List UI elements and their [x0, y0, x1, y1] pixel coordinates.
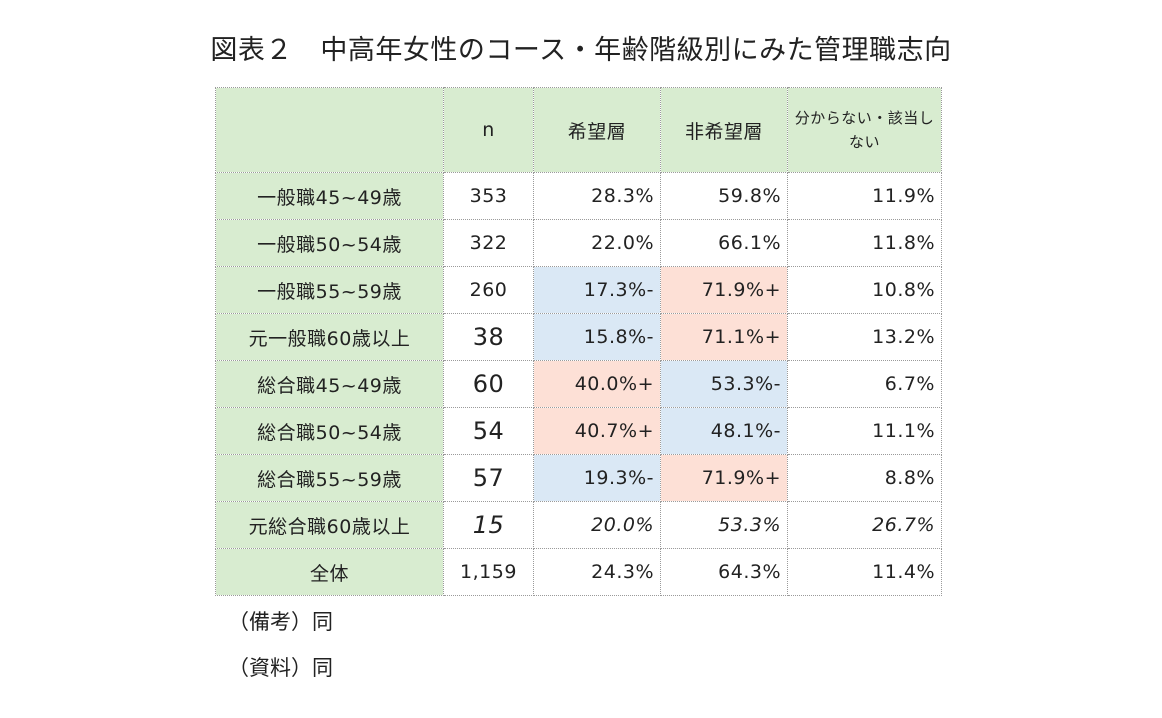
cell-no-hope: 71.9%+: [660, 266, 788, 314]
row-label: 元一般職60歳以上: [215, 313, 444, 361]
cell-no-hope: 71.1%+: [660, 313, 788, 361]
remarks-note: （備考）同: [228, 610, 333, 634]
cell-n: 322: [443, 219, 534, 267]
row-label: 総合職50~54歳: [215, 407, 444, 455]
cell-no-hope: 59.8%: [660, 172, 788, 220]
cell-hope: 20.0%: [533, 501, 661, 549]
row-label: 総合職55~59歳: [215, 454, 444, 502]
cell-unknown: 13.2%: [787, 313, 942, 361]
table-row: 総合職50~54歳 54 40.7%+ 48.1%- 11.1%: [215, 407, 942, 455]
row-label: 一般職50~54歳: [215, 219, 444, 267]
cell-no-hope: 71.9%+: [660, 454, 788, 502]
cell-n: 353: [443, 172, 534, 220]
cell-hope: 15.8%-: [533, 313, 661, 361]
cell-n: 260: [443, 266, 534, 314]
cell-no-hope: 66.1%: [660, 219, 788, 267]
cell-n: 57: [443, 454, 534, 502]
table-row: 元一般職60歳以上 38 15.8%- 71.1%+ 13.2%: [215, 313, 942, 361]
source-note: （資料）同: [228, 656, 333, 680]
cell-hope: 24.3%: [533, 548, 661, 596]
data-table: n 希望層 非希望層 分からない・該当しない 一般職45~49歳 353 28.3%…: [215, 87, 942, 596]
cell-hope: 19.3%-: [533, 454, 661, 502]
cell-unknown: 26.7%: [787, 501, 942, 549]
cell-no-hope: 53.3%: [660, 501, 788, 549]
cell-hope: 28.3%: [533, 172, 661, 220]
cell-unknown: 11.8%: [787, 219, 942, 267]
table-row: 一般職50~54歳 322 22.0% 66.1% 11.8%: [215, 219, 942, 267]
cell-n: 1,159: [443, 548, 534, 596]
cell-unknown: 11.9%: [787, 172, 942, 220]
cell-hope: 17.3%-: [533, 266, 661, 314]
cell-hope: 22.0%: [533, 219, 661, 267]
cell-n: 38: [443, 313, 534, 361]
table-row: 元総合職60歳以上 15 20.0% 53.3% 26.7%: [215, 501, 942, 549]
cell-no-hope: 53.3%-: [660, 360, 788, 408]
row-label: 全体: [215, 548, 444, 596]
row-label: 一般職55~59歳: [215, 266, 444, 314]
cell-no-hope: 64.3%: [660, 548, 788, 596]
cell-n: 15: [443, 501, 534, 549]
cell-unknown: 10.8%: [787, 266, 942, 314]
column-header-unknown: 分からない・該当しない: [787, 87, 942, 173]
cell-n: 54: [443, 407, 534, 455]
cell-n: 60: [443, 360, 534, 408]
cell-hope: 40.7%+: [533, 407, 661, 455]
chart-title: 図表２ 中高年女性のコース・年齢階級別にみた管理職志向: [210, 35, 952, 66]
cell-hope: 40.0%+: [533, 360, 661, 408]
cell-unknown: 11.1%: [787, 407, 942, 455]
column-header-no-hope: 非希望層: [660, 87, 788, 173]
table-row: 総合職55~59歳 57 19.3%- 71.9%+ 8.8%: [215, 454, 942, 502]
column-header-hope: 希望層: [533, 87, 661, 173]
table-row: 一般職55~59歳 260 17.3%- 71.9%+ 10.8%: [215, 266, 942, 314]
cell-no-hope: 48.1%-: [660, 407, 788, 455]
cell-unknown: 8.8%: [787, 454, 942, 502]
cell-unknown: 6.7%: [787, 360, 942, 408]
table-row: 全体 1,159 24.3% 64.3% 11.4%: [215, 548, 942, 596]
column-header-blank: [215, 87, 444, 173]
table-row: 一般職45~49歳 353 28.3% 59.8% 11.9%: [215, 172, 942, 220]
column-header-n: n: [443, 87, 534, 173]
cell-unknown: 11.4%: [787, 548, 942, 596]
row-label: 一般職45~49歳: [215, 172, 444, 220]
row-label: 元総合職60歳以上: [215, 501, 444, 549]
table-header-row: n 希望層 非希望層 分からない・該当しない: [215, 87, 942, 173]
row-label: 総合職45~49歳: [215, 360, 444, 408]
table-row: 総合職45~49歳 60 40.0%+ 53.3%- 6.7%: [215, 360, 942, 408]
